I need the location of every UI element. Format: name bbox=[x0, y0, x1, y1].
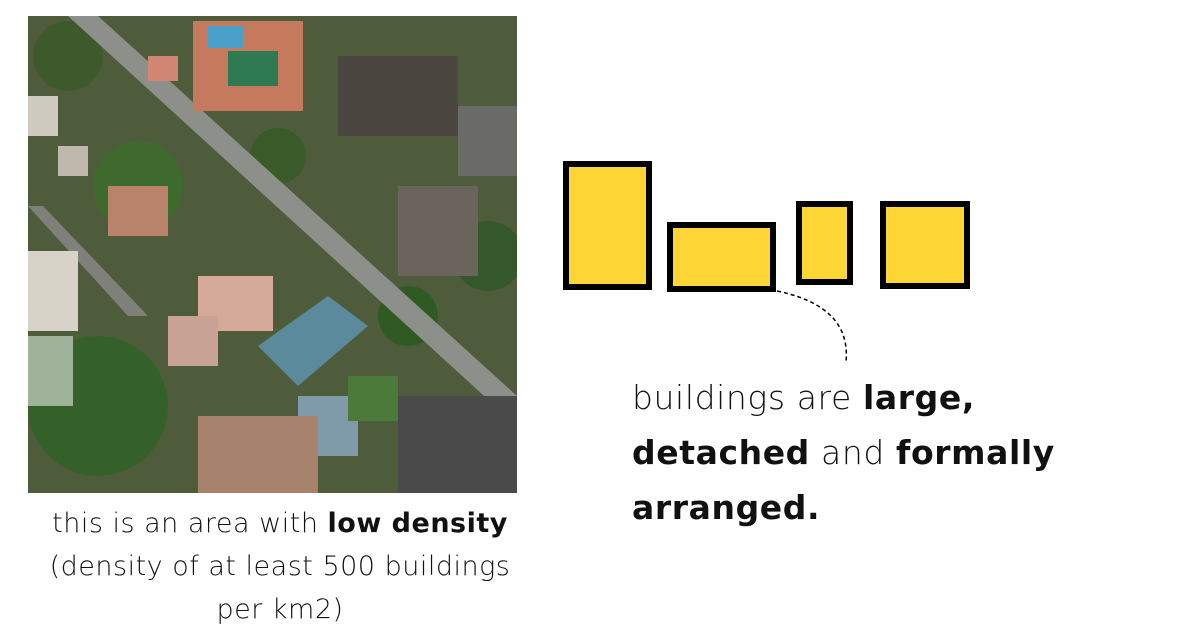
right-caption: buildings are large, detached and formal… bbox=[632, 370, 1152, 535]
left-caption-line2: (density of at least 500 buildings bbox=[49, 551, 511, 582]
footprint-small-icon bbox=[796, 201, 853, 285]
footprint-square-icon bbox=[880, 201, 970, 289]
left-caption-text: this is an area with bbox=[52, 508, 328, 539]
aerial-photo bbox=[28, 16, 517, 493]
left-caption-emphasis: low density bbox=[327, 508, 508, 539]
right-caption-line2: detached and formally bbox=[632, 425, 1152, 480]
left-caption: this is an area with low density (densit… bbox=[10, 502, 550, 631]
right-caption-emphasis-formally: formally bbox=[895, 433, 1055, 472]
right-caption-emphasis-detached: detached bbox=[632, 433, 810, 472]
right-caption-emphasis-arranged: arranged. bbox=[632, 488, 821, 527]
left-caption-line1: this is an area with low density bbox=[10, 502, 550, 545]
footprint-wide-icon bbox=[667, 222, 776, 292]
right-caption-and: and bbox=[809, 433, 896, 472]
footprint-large-icon bbox=[563, 161, 652, 290]
right-caption-emphasis-large: large, bbox=[862, 378, 975, 417]
left-caption-line3: per km2) bbox=[216, 594, 344, 625]
right-caption-line1: buildings are large, bbox=[632, 370, 1152, 425]
aerial-photo-icon bbox=[28, 16, 517, 493]
dashed-connector bbox=[776, 290, 848, 363]
right-caption-line3: arranged. bbox=[632, 480, 1152, 535]
right-caption-text: buildings are bbox=[632, 378, 863, 417]
